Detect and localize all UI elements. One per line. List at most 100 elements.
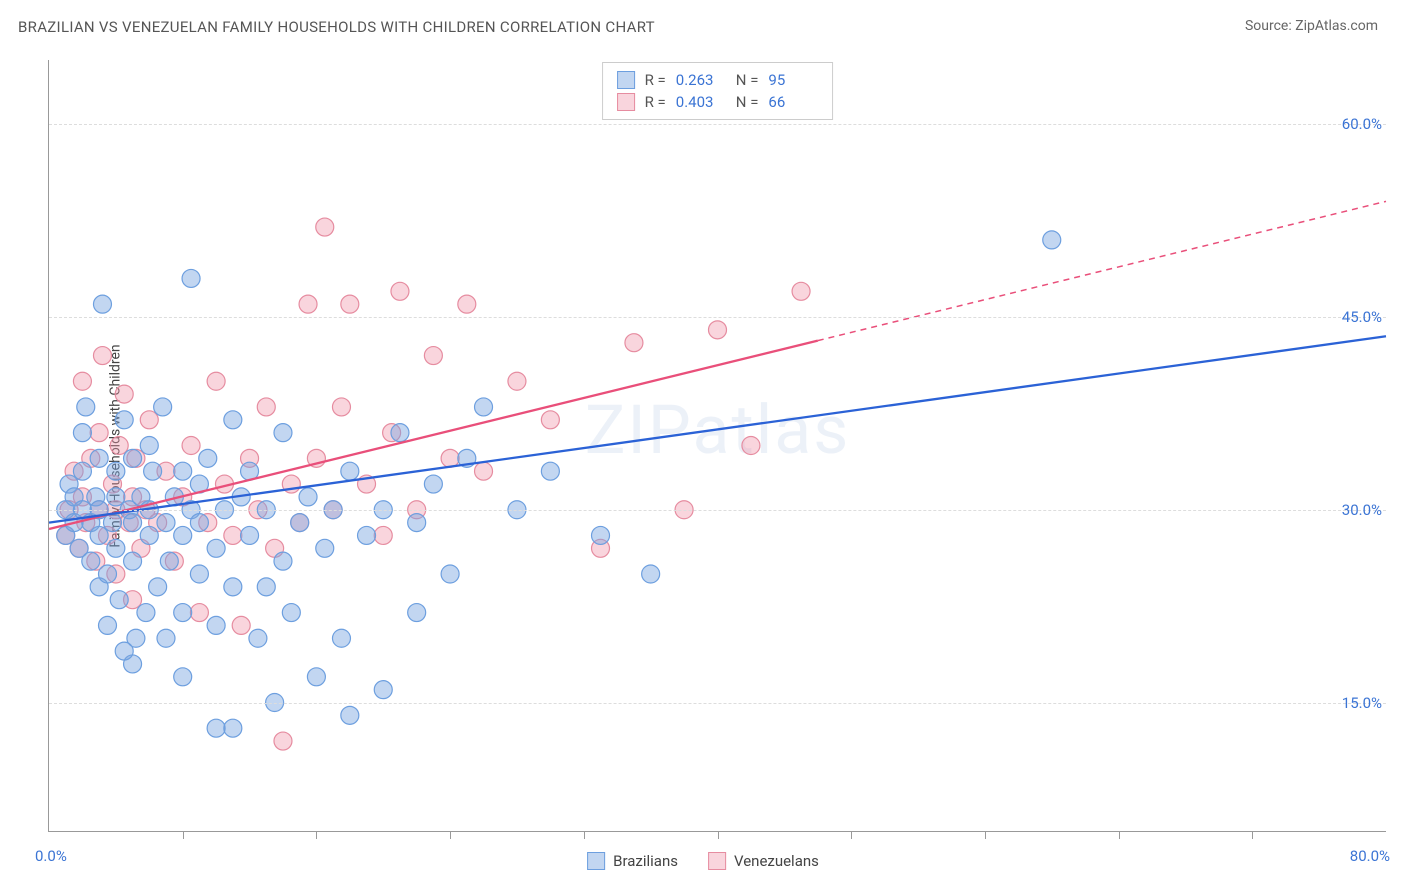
chart-title: BRAZILIAN VS VENEZUELAN FAMILY HOUSEHOLD… <box>18 18 655 36</box>
data-point <box>307 668 325 686</box>
data-point <box>160 552 178 570</box>
data-point <box>592 526 610 544</box>
x-tick <box>985 831 986 839</box>
data-point <box>90 424 108 442</box>
x-tick <box>316 831 317 839</box>
data-point <box>140 411 158 429</box>
x-tick <box>1252 831 1253 839</box>
data-point <box>174 604 192 622</box>
data-point <box>190 604 208 622</box>
data-point <box>475 462 493 480</box>
data-point <box>224 526 242 544</box>
data-point <box>115 411 133 429</box>
data-point <box>124 449 142 467</box>
gridline <box>49 703 1386 704</box>
data-point <box>157 629 175 647</box>
data-point <box>110 437 128 455</box>
data-point <box>107 462 125 480</box>
data-point <box>341 706 359 724</box>
data-point <box>274 552 292 570</box>
data-point <box>642 565 660 583</box>
legend-swatch <box>708 852 726 870</box>
data-point <box>332 398 350 416</box>
data-point <box>742 437 760 455</box>
data-point <box>149 578 167 596</box>
data-point <box>190 565 208 583</box>
data-point <box>93 347 111 365</box>
data-point <box>107 488 125 506</box>
data-point <box>475 398 493 416</box>
x-tick <box>1119 831 1120 839</box>
data-point <box>124 552 142 570</box>
data-point <box>137 604 155 622</box>
data-point <box>408 514 426 532</box>
series-legend: BraziliansVenezuelans <box>587 852 819 870</box>
data-point <box>257 398 275 416</box>
data-point <box>441 449 459 467</box>
data-point <box>174 668 192 686</box>
y-tick-label: 45.0% <box>1342 308 1388 326</box>
data-point <box>199 449 217 467</box>
data-point <box>174 526 192 544</box>
y-tick-label: 60.0% <box>1342 115 1388 133</box>
data-point <box>274 424 292 442</box>
data-point <box>458 295 476 313</box>
data-point <box>316 218 334 236</box>
gridline <box>49 317 1386 318</box>
scatter-svg <box>49 60 1386 831</box>
data-point <box>332 629 350 647</box>
data-point <box>98 616 116 634</box>
data-point <box>241 526 259 544</box>
data-point <box>299 295 317 313</box>
data-point <box>93 295 111 313</box>
data-point <box>207 539 225 557</box>
x-tick <box>450 831 451 839</box>
y-tick-label: 15.0% <box>1342 694 1388 712</box>
data-point <box>274 732 292 750</box>
data-point <box>224 719 242 737</box>
data-point <box>441 565 459 583</box>
data-point <box>207 719 225 737</box>
data-point <box>541 411 559 429</box>
x-axis-min-label: 0.0% <box>35 847 67 865</box>
data-point <box>82 552 100 570</box>
data-point <box>140 526 158 544</box>
data-point <box>232 616 250 634</box>
x-tick <box>584 831 585 839</box>
source-attribution: Source: ZipAtlas.com <box>1245 18 1378 34</box>
x-tick <box>183 831 184 839</box>
data-point <box>115 642 133 660</box>
data-point <box>207 372 225 390</box>
data-point <box>358 526 376 544</box>
x-tick <box>851 831 852 839</box>
data-point <box>90 449 108 467</box>
data-point <box>257 578 275 596</box>
data-point <box>291 514 309 532</box>
data-point <box>374 526 392 544</box>
legend-swatch <box>587 852 605 870</box>
data-point <box>249 629 267 647</box>
data-point <box>90 526 108 544</box>
data-point <box>73 462 91 480</box>
data-point <box>77 398 95 416</box>
data-point <box>157 514 175 532</box>
data-point <box>541 462 559 480</box>
data-point <box>282 604 300 622</box>
data-point <box>98 565 116 583</box>
data-point <box>115 385 133 403</box>
data-point <box>73 424 91 442</box>
data-point <box>144 462 162 480</box>
data-point <box>224 411 242 429</box>
data-point <box>316 539 334 557</box>
legend-label: Venezuelans <box>734 852 819 870</box>
data-point <box>341 462 359 480</box>
data-point <box>341 295 359 313</box>
data-point <box>1043 231 1061 249</box>
gridline <box>49 124 1386 125</box>
x-axis-max-label: 80.0% <box>1350 847 1390 865</box>
data-point <box>374 681 392 699</box>
x-tick <box>718 831 719 839</box>
trend-line-dashed <box>818 201 1386 340</box>
data-point <box>299 488 317 506</box>
data-point <box>182 269 200 287</box>
